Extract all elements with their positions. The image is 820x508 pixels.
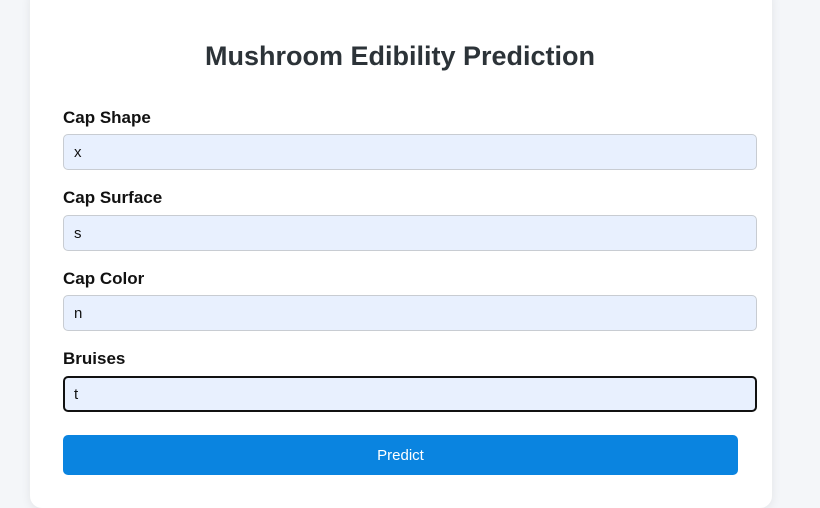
cap-color-label: Cap Color bbox=[63, 269, 145, 288]
form-card: Mushroom Edibility Prediction Cap Shape … bbox=[30, 0, 772, 508]
cap-surface-label: Cap Surface bbox=[63, 188, 163, 207]
cap-color-input[interactable] bbox=[63, 295, 757, 331]
cap-shape-input[interactable] bbox=[63, 134, 757, 170]
cap-surface-input[interactable] bbox=[63, 215, 757, 251]
predict-button[interactable]: Predict bbox=[63, 435, 738, 475]
bruises-input[interactable] bbox=[63, 376, 757, 412]
page-title: Mushroom Edibility Prediction bbox=[204, 41, 596, 71]
bruises-label: Bruises bbox=[63, 349, 126, 368]
cap-shape-label: Cap Shape bbox=[63, 108, 151, 127]
